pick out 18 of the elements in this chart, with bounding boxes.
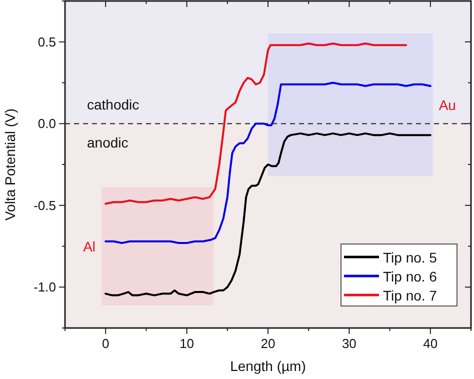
x-tick-label: 30 — [342, 336, 356, 351]
x-tick-label: 10 — [180, 336, 194, 351]
y-tick-label: -1.0 — [34, 280, 56, 295]
x-tick-label: 20 — [260, 336, 276, 351]
legend-label: Tip no. 6 — [383, 268, 438, 284]
legend-label: Tip no. 7 — [383, 288, 438, 304]
band-label: cathodic — [87, 96, 140, 113]
x-axis-title: Length (µm) — [230, 358, 306, 374]
band-label: Al — [83, 238, 96, 254]
y-tick-label: -0.5 — [34, 198, 56, 213]
x-tick-label: 0 — [102, 336, 110, 351]
y-axis-title: Volta Potential (V) — [2, 108, 18, 221]
y-tick-label: 0.0 — [38, 116, 56, 132]
band-label: Au — [438, 96, 456, 113]
legend-label: Tip no. 5 — [383, 250, 438, 266]
x-tick-label: 40 — [423, 336, 438, 351]
y-tick-label: 0.5 — [38, 34, 56, 50]
band-label: anodic — [87, 134, 128, 151]
